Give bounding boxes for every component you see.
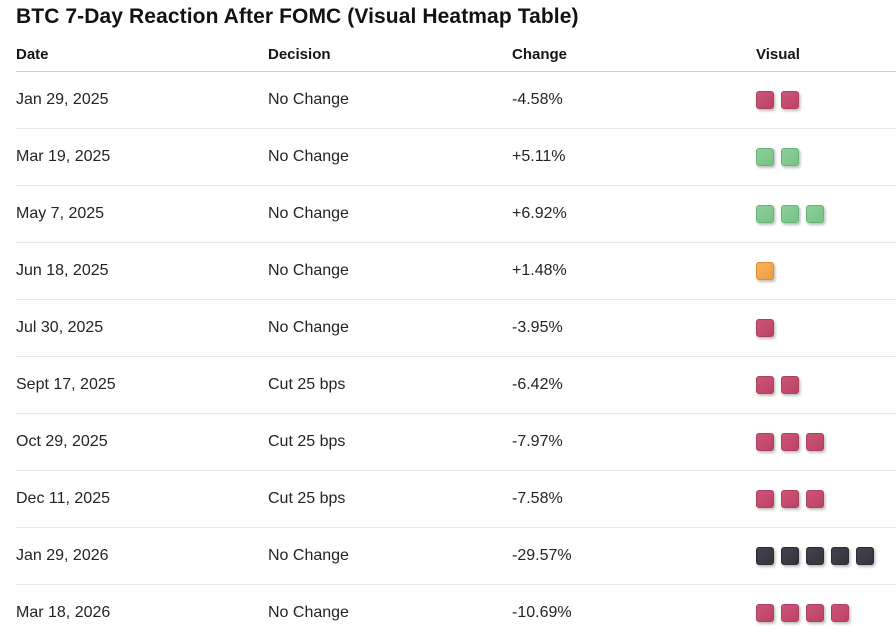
heat-block-orange — [756, 262, 774, 280]
heat-block-red — [781, 433, 799, 451]
heat-block-dark — [806, 547, 824, 565]
table-row: Jan 29, 2025 No Change -4.58% — [16, 72, 896, 129]
heat-block-dark — [856, 547, 874, 565]
heat-block-red — [806, 490, 824, 508]
visual-heatmap-cell — [756, 376, 896, 394]
change-cell: -7.97% — [512, 433, 563, 450]
change-cell: -7.58% — [512, 490, 563, 507]
date-cell: Oct 29, 2025 — [16, 433, 108, 450]
change-cell: -29.57% — [512, 547, 572, 564]
heat-block-red — [781, 376, 799, 394]
decision-cell: No Change — [268, 547, 349, 564]
visual-heatmap-cell — [756, 433, 896, 451]
table-row: Jun 18, 2025 No Change +1.48% — [16, 243, 896, 300]
column-header-visual: Visual — [756, 45, 800, 63]
visual-heatmap-cell — [756, 547, 896, 565]
date-cell: Jan 29, 2026 — [16, 547, 109, 564]
table-row: Mar 18, 2026 No Change -10.69% — [16, 585, 896, 641]
date-cell: Jan 29, 2025 — [16, 91, 109, 108]
table-row: Sept 17, 2025 Cut 25 bps -6.42% — [16, 357, 896, 414]
heat-block-green — [781, 205, 799, 223]
visual-heatmap-cell — [756, 604, 896, 622]
change-cell: -4.58% — [512, 91, 563, 108]
heat-block-red — [781, 604, 799, 622]
table-row: Oct 29, 2025 Cut 25 bps -7.97% — [16, 414, 896, 471]
heat-block-red — [756, 91, 774, 109]
change-cell: +1.48% — [512, 262, 567, 279]
heat-block-green — [756, 205, 774, 223]
heat-block-red — [756, 433, 774, 451]
change-cell: -10.69% — [512, 604, 572, 621]
table-row: May 7, 2025 No Change +6.92% — [16, 186, 896, 243]
decision-cell: No Change — [268, 262, 349, 279]
table-row: Dec 11, 2025 Cut 25 bps -7.58% — [16, 471, 896, 528]
heat-block-red — [781, 490, 799, 508]
visual-heatmap-cell — [756, 91, 896, 109]
heat-block-red — [831, 604, 849, 622]
heat-block-red — [756, 319, 774, 337]
heat-block-green — [756, 148, 774, 166]
table-header-row: Date Decision Change Visual — [16, 29, 896, 72]
table-row: Jul 30, 2025 No Change -3.95% — [16, 300, 896, 357]
date-cell: Mar 19, 2025 — [16, 148, 111, 165]
change-cell: +5.11% — [512, 148, 566, 165]
fomc-reaction-table: Date Decision Change Visual Jan 29, 2025… — [16, 29, 896, 641]
decision-cell: Cut 25 bps — [268, 376, 346, 393]
date-cell: Sept 17, 2025 — [16, 376, 116, 393]
column-header-decision: Decision — [268, 45, 331, 63]
change-cell: -3.95% — [512, 319, 563, 336]
date-cell: Jun 18, 2025 — [16, 262, 109, 279]
table-row: Jan 29, 2026 No Change -29.57% — [16, 528, 896, 585]
heat-block-dark — [756, 547, 774, 565]
column-header-date: Date — [16, 45, 49, 63]
date-cell: Mar 18, 2026 — [16, 604, 111, 621]
column-header-change: Change — [512, 45, 568, 63]
page-title: BTC 7-Day Reaction After FOMC (Visual He… — [16, 5, 579, 28]
decision-cell: No Change — [268, 91, 349, 108]
change-cell: -6.42% — [512, 376, 563, 393]
visual-heatmap-cell — [756, 262, 896, 280]
date-cell: Dec 11, 2025 — [16, 490, 110, 507]
heat-block-dark — [781, 547, 799, 565]
decision-cell: Cut 25 bps — [268, 433, 346, 450]
decision-cell: Cut 25 bps — [268, 490, 346, 507]
date-cell: May 7, 2025 — [16, 205, 105, 222]
change-cell: +6.92% — [512, 205, 567, 222]
visual-heatmap-cell — [756, 319, 896, 337]
decision-cell: No Change — [268, 148, 349, 165]
heat-block-red — [756, 604, 774, 622]
visual-heatmap-cell — [756, 205, 896, 223]
heat-block-red — [756, 376, 774, 394]
heat-block-red — [756, 490, 774, 508]
heat-block-dark — [831, 547, 849, 565]
heat-block-red — [806, 433, 824, 451]
decision-cell: No Change — [268, 319, 349, 336]
decision-cell: No Change — [268, 604, 349, 621]
heat-block-red — [781, 91, 799, 109]
table-body: Jan 29, 2025 No Change -4.58% Mar 19, 20… — [16, 72, 896, 641]
heat-block-red — [806, 604, 824, 622]
visual-heatmap-cell — [756, 148, 896, 166]
heat-block-green — [806, 205, 824, 223]
heat-block-green — [781, 148, 799, 166]
visual-heatmap-cell — [756, 490, 896, 508]
table-row: Mar 19, 2025 No Change +5.11% — [16, 129, 896, 186]
date-cell: Jul 30, 2025 — [16, 319, 104, 336]
decision-cell: No Change — [268, 205, 349, 222]
